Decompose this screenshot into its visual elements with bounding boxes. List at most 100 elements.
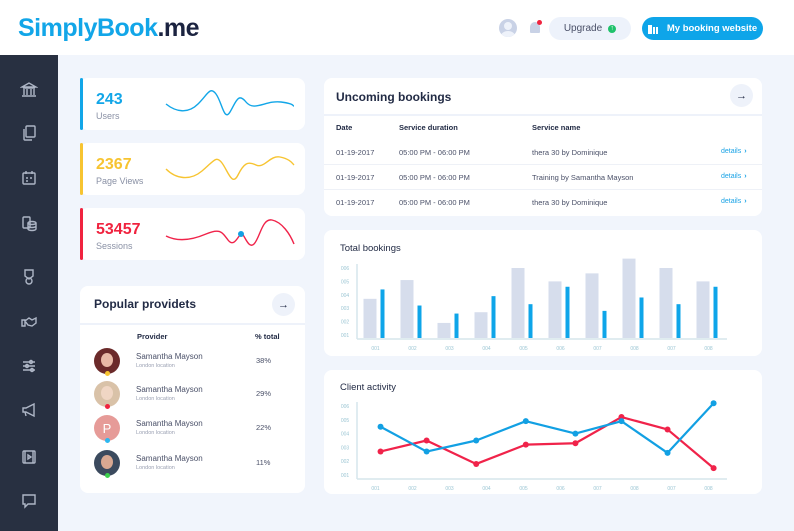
data-point-red (522, 441, 529, 448)
x-tick-label: 007 (593, 346, 602, 352)
x-tick-label: 007 (667, 346, 676, 352)
megaphone-icon[interactable] (19, 400, 39, 420)
avatar: P (94, 415, 120, 441)
bar-series-a (622, 258, 636, 338)
column-header-date: Date (336, 123, 353, 132)
provider-row[interactable]: Samantha Mayson London location 38% (80, 344, 305, 378)
details-link[interactable]: details › (721, 173, 747, 180)
data-point-red (664, 426, 671, 433)
provider-name: Samantha Mayson (136, 385, 203, 394)
my-booking-label: My booking website (666, 23, 758, 34)
sidebar (0, 55, 58, 531)
status-dot (105, 438, 110, 443)
sliders-icon[interactable] (19, 356, 39, 376)
sessions-sparkline (165, 219, 295, 246)
bar-series-b (565, 286, 570, 338)
x-tick-label: 008 (704, 346, 713, 352)
booking-date: 01-19-2017 (336, 198, 375, 207)
bar-series-b (491, 296, 496, 338)
column-header-duration: Service duration (399, 123, 458, 132)
column-header-provider: Provider (137, 332, 168, 341)
users-sparkline (165, 90, 295, 116)
y-tick-label: 006 (341, 404, 350, 410)
bar-series-b (713, 286, 718, 338)
y-tick-label: 005 (341, 418, 350, 424)
card-title: Uncoming bookings (336, 90, 452, 104)
data-point-blue (423, 448, 430, 455)
provider-name: Samantha Mayson (136, 352, 203, 361)
provider-name: Samantha Mayson (136, 454, 203, 463)
x-tick-label: 006 (556, 486, 565, 492)
popular-providers-card: Popular providets → Provider % total Sam… (80, 286, 305, 493)
provider-percent: 38% (256, 356, 272, 365)
x-tick-label: 007 (667, 486, 676, 492)
data-point-blue (572, 430, 579, 437)
x-tick-label: 005 (519, 486, 528, 492)
chart-title: Total bookings (340, 243, 401, 254)
upcoming-bookings-card: Uncoming bookings → Date Service duratio… (324, 78, 762, 216)
provider-location: London location (136, 363, 175, 369)
stat-label: Users (96, 111, 120, 121)
provider-row[interactable]: P Samantha Mayson London location 22% (80, 411, 305, 445)
bar-series-b (639, 297, 644, 338)
video-icon[interactable] (19, 447, 39, 467)
logo[interactable]: SimplyBook.me (18, 14, 200, 43)
bar-series-a (548, 281, 562, 338)
total-bookings-card: Total bookings 001 002 003 004 005 006 001 002 0… (324, 230, 762, 356)
upgrade-button[interactable]: Upgrade ↑ (549, 17, 631, 40)
provider-row[interactable]: Samantha Mayson London location 29% (80, 377, 305, 411)
avatar (94, 450, 120, 476)
bookings-more-button[interactable]: → (730, 84, 753, 107)
stat-value: 243 (96, 91, 123, 108)
sparkline-highlight-point[interactable] (238, 231, 244, 237)
stat-label: Page Views (96, 176, 144, 186)
chevron-right-icon: › (744, 198, 747, 205)
provider-location: London location (136, 430, 175, 436)
details-link[interactable]: details › (721, 198, 747, 205)
provider-percent: 22% (256, 423, 272, 432)
row-divider (324, 189, 762, 190)
bar-series-b (380, 289, 385, 338)
bar-series-b (602, 310, 607, 338)
y-tick-label: 004 (341, 293, 350, 299)
coins-icon[interactable] (19, 213, 39, 233)
bar-series-b (417, 305, 422, 338)
bar-series-b (676, 304, 681, 338)
documents-icon[interactable] (19, 123, 39, 143)
details-label: details (721, 198, 742, 205)
bar-series-a (474, 312, 488, 338)
data-point-blue (710, 400, 717, 407)
stat-accent-bar (80, 208, 83, 260)
y-tick-label: 005 (341, 279, 350, 285)
client-activity-card: Client activity 001 002 003 004 005 006 001 002… (324, 370, 762, 494)
details-label: details (721, 148, 742, 155)
divider (80, 323, 305, 325)
details-link[interactable]: details › (721, 148, 747, 155)
bell-icon[interactable] (529, 20, 542, 36)
bar-series-a (585, 273, 599, 338)
arrow-right-icon: → (278, 298, 289, 311)
award-icon[interactable] (19, 267, 39, 287)
provider-row[interactable]: Samantha Mayson London location 11% (80, 446, 305, 480)
providers-more-button[interactable]: → (272, 293, 295, 316)
notification-dot (537, 20, 542, 25)
bank-icon[interactable] (19, 80, 39, 100)
y-tick-label: 001 (341, 473, 350, 479)
chat-icon[interactable] (19, 491, 39, 511)
avatar (94, 348, 120, 374)
chart-title: Client activity (340, 382, 396, 393)
x-tick-label: 005 (519, 346, 528, 352)
user-avatar-icon[interactable] (499, 19, 517, 37)
status-dot (105, 404, 110, 409)
calendar-icon[interactable] (19, 168, 39, 188)
booking-service: Training by Samantha Mayson (532, 173, 634, 182)
data-point-red (710, 465, 717, 472)
page-views-sparkline (165, 156, 295, 181)
storefront-icon (647, 24, 658, 34)
bar-chart: 001 002 003 004 005 006 001 002 003 004 005 006 007 0… (341, 258, 727, 352)
stat-card-sessions: 53457 Sessions (80, 208, 305, 260)
handshake-icon[interactable] (19, 311, 39, 331)
row-divider (324, 164, 762, 165)
my-booking-website-button[interactable]: My booking website (642, 17, 763, 40)
arrow-right-icon: → (736, 89, 747, 102)
